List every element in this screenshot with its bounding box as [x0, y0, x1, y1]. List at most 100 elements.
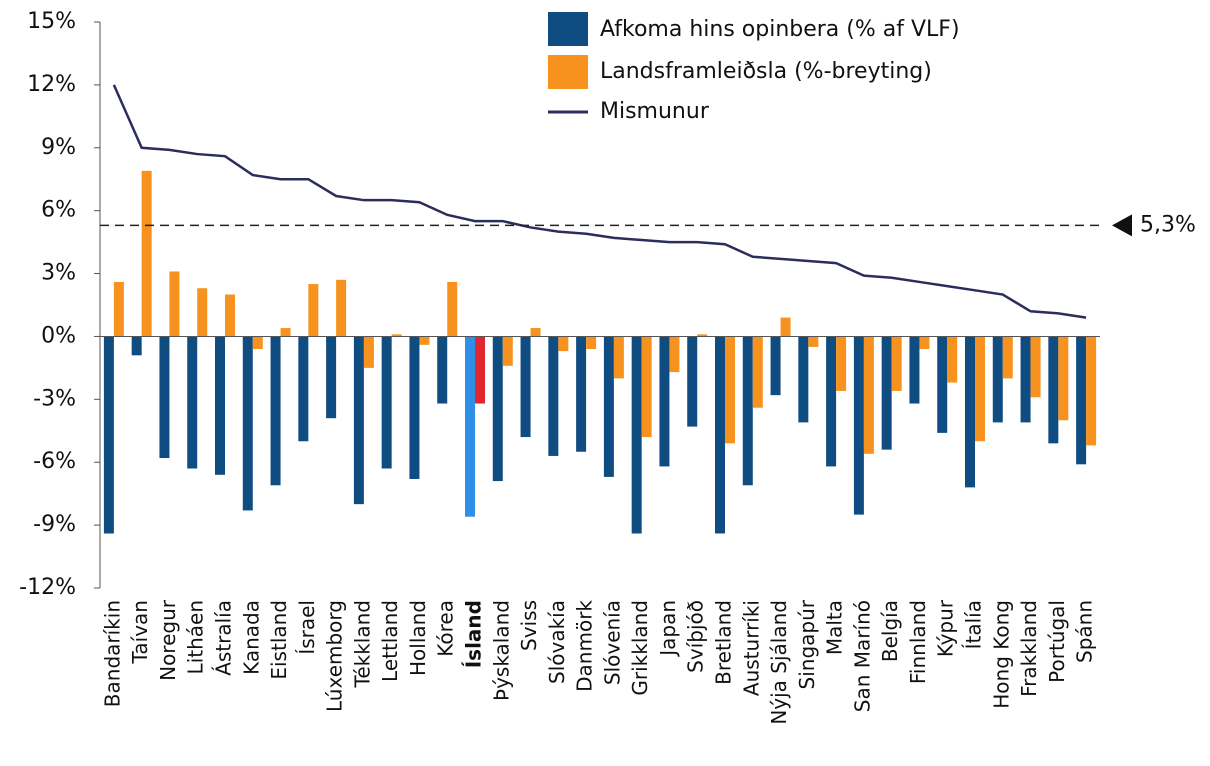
- x-tick-label: Hong Kong: [989, 600, 1013, 709]
- legend-swatch: [548, 12, 588, 46]
- x-tick-label: Lúxemborg: [323, 600, 347, 712]
- bar: [687, 336, 698, 427]
- x-tick-label: Lettland: [378, 600, 402, 682]
- bar: [326, 336, 337, 419]
- bar: [1086, 336, 1097, 446]
- x-tick-label: Bandaríkin: [100, 600, 124, 707]
- bar: [909, 336, 920, 404]
- x-tick-label: Litháen: [184, 600, 208, 674]
- bar: [752, 336, 763, 408]
- bar: [447, 281, 458, 337]
- bar: [252, 336, 263, 350]
- bar: [697, 334, 708, 337]
- x-tick-label: Ítalía: [962, 600, 986, 649]
- x-tick-label: Belgía: [878, 600, 902, 662]
- x-tick-label: Japan: [656, 600, 680, 658]
- x-tick-label: Portúgal: [1045, 600, 1069, 683]
- bar: [502, 336, 513, 366]
- bar: [1002, 336, 1013, 379]
- bar: [492, 336, 503, 482]
- x-tick-label: Bretland: [712, 600, 736, 685]
- x-tick-label: Taívan: [128, 600, 152, 665]
- bar: [853, 336, 864, 515]
- x-tick-label: Ástralía: [212, 600, 236, 676]
- legend-label: Mismunur: [600, 99, 710, 124]
- legend-swatch: [548, 55, 588, 89]
- bar: [576, 336, 587, 452]
- y-tick-label: 12%: [27, 72, 76, 97]
- bar: [613, 336, 624, 379]
- bar: [891, 336, 902, 391]
- bar: [937, 336, 948, 433]
- x-tick-label: Svíþjóð: [684, 600, 708, 673]
- bar: [363, 336, 374, 368]
- x-tick-label: Kanada: [239, 600, 263, 675]
- y-tick-label: 9%: [41, 135, 76, 160]
- x-tick-label: Tékkland: [350, 600, 374, 688]
- x-tick-label: Slóvenía: [600, 600, 624, 685]
- bar: [215, 336, 225, 475]
- bar: [1076, 336, 1087, 465]
- bar: [919, 336, 930, 350]
- bar: [225, 294, 235, 337]
- legend-label: Landsframleiðsla (%-breyting): [600, 59, 932, 84]
- x-tick-label: Austurríki: [739, 600, 763, 696]
- y-tick-label: 3%: [41, 261, 76, 286]
- bar: [141, 170, 152, 337]
- bar: [437, 336, 448, 404]
- bar: [836, 336, 847, 391]
- bar: [169, 271, 180, 337]
- bar: [187, 336, 198, 469]
- x-tick-label: Malta: [823, 600, 847, 655]
- x-tick-label: Holland: [406, 600, 430, 676]
- legend-label: Afkoma hins opinbera (% af VLF): [600, 17, 960, 42]
- bar: [881, 336, 892, 450]
- bar: [975, 336, 985, 442]
- bar: [548, 336, 559, 456]
- bar: [113, 281, 124, 337]
- bar: [992, 336, 1003, 423]
- bar: [381, 336, 392, 469]
- x-tick-label: Kýpur: [934, 599, 958, 657]
- y-tick-label: 6%: [41, 198, 76, 223]
- y-tick-label: -9%: [33, 512, 76, 537]
- x-tick-label: Grikkland: [628, 600, 652, 696]
- bar: [965, 336, 975, 488]
- bar: [1048, 336, 1059, 444]
- bar: [659, 336, 670, 467]
- bar: [631, 336, 642, 534]
- bar: [465, 336, 475, 517]
- x-tick-label: Kórea: [434, 600, 458, 657]
- bar: [947, 336, 958, 383]
- bar: [308, 284, 319, 337]
- bar: [298, 336, 309, 442]
- x-tick-label: Noregur: [156, 599, 180, 681]
- bar: [409, 336, 420, 479]
- reference-label: 5,3%: [1140, 212, 1196, 237]
- y-tick-label: -3%: [33, 386, 76, 411]
- bar: [1020, 336, 1031, 423]
- bar: [863, 336, 874, 454]
- y-tick-label: 0%: [41, 323, 76, 348]
- bar: [798, 336, 809, 423]
- x-tick-label: Ísrael: [295, 600, 319, 655]
- bar: [159, 336, 170, 459]
- y-tick-label: 15%: [27, 9, 76, 34]
- bar: [197, 288, 208, 337]
- bar: [131, 336, 142, 356]
- x-tick-label: Frakkland: [1017, 600, 1041, 697]
- y-tick-label: -6%: [33, 449, 76, 474]
- reference-marker: [1112, 214, 1132, 237]
- x-tick-label: Eistland: [267, 600, 291, 680]
- bar: [669, 336, 680, 373]
- bar: [242, 336, 253, 511]
- x-tick-label: Þýskaland: [489, 600, 513, 701]
- bar: [336, 279, 347, 337]
- bar: [770, 336, 781, 396]
- bar: [1030, 336, 1041, 398]
- bar: [603, 336, 614, 477]
- bar: [530, 328, 541, 337]
- x-tick-label: Nýja Sjáland: [767, 600, 791, 725]
- bar: [742, 336, 753, 486]
